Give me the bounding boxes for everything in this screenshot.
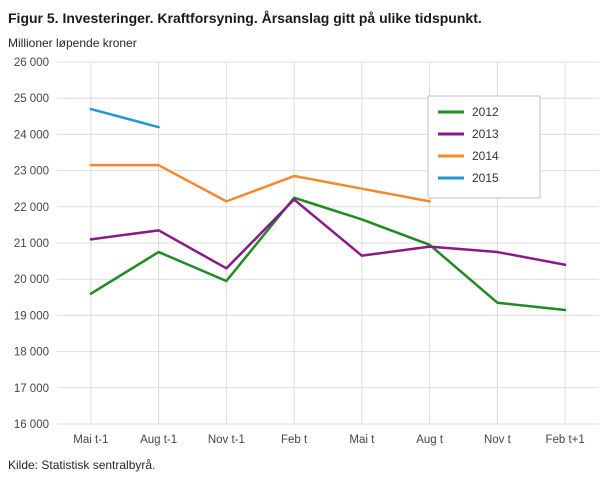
y-tick-label: 22 000: [14, 202, 49, 214]
y-tick-label: 24 000: [14, 130, 49, 142]
chart-title: Figur 5. Investeringer. Kraftforsyning. …: [8, 10, 482, 26]
series-line-2013: [89, 198, 567, 270]
y-tick-label: 23 000: [14, 166, 49, 178]
x-tick-label: Aug t: [416, 434, 444, 446]
series-line-2012: [89, 196, 567, 312]
legend-box: [427, 95, 541, 199]
y-tick-label: 17 000: [14, 383, 49, 395]
legend: 2012 2013 2014 2015: [427, 95, 541, 199]
y-tick-label: 26 000: [14, 57, 49, 69]
legend-item-2015[interactable]: 2015: [438, 171, 499, 185]
y-tick-label: 21 000: [14, 238, 49, 250]
x-tick-label: Aug t-1: [140, 434, 177, 446]
chart-canvas: 16 000 17 000 18 000 19 000 20 000 21 000 22 0…: [14, 57, 599, 446]
grid: 16 000 17 000 18 000 19 000 20 000 21 000 22 0…: [14, 57, 599, 446]
legend-label-2013: 2013: [472, 127, 499, 141]
x-tick-label: Feb t+1: [545, 434, 584, 446]
x-tick-label: Mai t-1: [73, 434, 108, 446]
legend-item-2012[interactable]: 2012: [438, 105, 499, 119]
chart-subtitle: Millioner løpende kroner: [8, 36, 137, 51]
x-tick-label: Mai t: [349, 434, 375, 446]
x-tick-label: Nov t: [484, 434, 512, 446]
legend-item-2013[interactable]: 2013: [438, 127, 499, 141]
legend-label-2014: 2014: [472, 149, 499, 163]
series-line-2015: [89, 107, 160, 129]
legend-label-2012: 2012: [472, 105, 499, 119]
series-line-2014: [89, 164, 431, 203]
y-tick-label: 18 000: [14, 347, 49, 359]
y-tick-label: 20 000: [14, 274, 49, 286]
source-note: Kilde: Statistisk sentralbyrå.: [8, 458, 156, 473]
line-chart: 16 000 17 000 18 000 19 000 20 000 21 000 22 0…: [0, 52, 610, 454]
legend-label-2015: 2015: [472, 171, 499, 185]
y-tick-label: 16 000: [14, 419, 49, 431]
x-tick-label: Feb t: [281, 434, 308, 446]
x-tick-label: Nov t-1: [208, 434, 245, 446]
y-tick-label: 25 000: [14, 93, 49, 105]
y-tick-label: 19 000: [14, 311, 49, 323]
legend-item-2014[interactable]: 2014: [438, 149, 499, 163]
